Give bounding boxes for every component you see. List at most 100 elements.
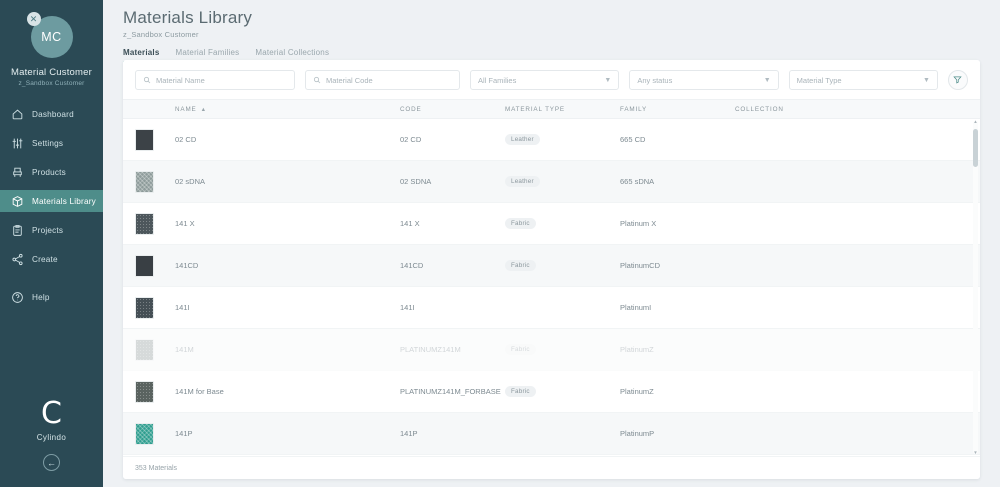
cylindo-logo-icon: C <box>41 396 62 431</box>
sidebar-item-settings[interactable]: Settings <box>0 132 103 154</box>
advanced-filter-button[interactable] <box>947 70 968 90</box>
sidebar-item-products[interactable]: Products <box>0 161 103 183</box>
column-name-label: NAME <box>175 105 197 113</box>
family-select[interactable]: All Families ▼ <box>470 70 620 90</box>
tab-material-collections[interactable]: Material Collections <box>255 48 330 57</box>
cell-name: 141M for Base <box>175 387 224 396</box>
cell-family: PlatinumZ <box>620 345 654 354</box>
sliders-icon <box>10 136 24 150</box>
sidebar-profile: MC ✕ Material Customer z_Sandbox Custome… <box>0 0 103 87</box>
search-icon <box>313 76 321 84</box>
sidebar-nav: Dashboard Settings Products Materials Li… <box>0 103 103 308</box>
table-scrollbar[interactable]: ▲ ▼ <box>973 119 978 455</box>
sidebar-item-help[interactable]: Help <box>0 286 103 308</box>
help-icon <box>10 290 24 304</box>
material-swatch <box>135 422 154 445</box>
search-icon <box>143 76 151 84</box>
table-row[interactable]: 141 X 141 X Fabric Platinum X <box>123 203 980 245</box>
cell-code: 141P <box>400 429 418 438</box>
cell-code: 02 CD <box>400 135 422 144</box>
table-row[interactable]: 02 CD 02 CD Leather 665 CD <box>123 119 980 161</box>
scroll-down-arrow-icon[interactable]: ▼ <box>973 449 978 455</box>
sidebar-item-projects[interactable]: Projects <box>0 219 103 241</box>
cell-name: 141M <box>175 345 194 354</box>
cell-swatch <box>135 296 175 319</box>
page-subtitle: z_Sandbox Customer <box>123 30 199 39</box>
material-type-badge: Fabric <box>505 386 536 397</box>
table-body: 02 CD 02 CD Leather 665 CD 02 sDNA 02 SDNA Lea… <box>123 119 980 456</box>
clipboard-icon <box>10 223 24 237</box>
cell-code: PLATINUMZ141M <box>400 345 461 354</box>
sidebar-item-label: Materials Library <box>32 196 96 206</box>
table-row[interactable]: 141I 141I PlatinumI <box>123 287 980 329</box>
chevron-down-icon: ▼ <box>604 76 612 84</box>
table-row[interactable]: 141CD 141CD Fabric PlatinumCD <box>123 245 980 287</box>
cell-family: 665 sDNA <box>620 177 655 186</box>
cell-material-type: Fabric <box>505 386 620 397</box>
customer-name: Material Customer <box>10 67 92 78</box>
brand-name: Cylindo <box>36 433 67 442</box>
sidebar-item-materials-library[interactable]: Materials Library <box>0 190 103 212</box>
material-swatch <box>135 170 154 193</box>
cell-code: 141CD <box>400 261 424 270</box>
sidebar-item-label: Dashboard <box>32 109 74 119</box>
status-select[interactable]: Any status ▼ <box>629 70 779 90</box>
material-type-badge: Leather <box>505 176 540 187</box>
cell-family: PlatinumZ <box>620 387 654 396</box>
cell-name: 141P <box>175 429 193 438</box>
sidebar-item-dashboard[interactable]: Dashboard <box>0 103 103 125</box>
cell-swatch <box>135 380 175 403</box>
sidebar-item-create[interactable]: Create <box>0 248 103 270</box>
page-header: Materials Library z_Sandbox Customer <box>123 8 980 39</box>
table-row[interactable]: 02 sDNA 02 SDNA Leather 665 sDNA <box>123 161 980 203</box>
customer-subtitle: z_Sandbox Customer <box>18 80 85 87</box>
chevron-down-icon: ▼ <box>923 76 930 84</box>
main-content: Materials Library z_Sandbox Customer Mat… <box>103 0 1000 487</box>
funnel-icon <box>953 71 963 89</box>
column-family[interactable]: FAMILY <box>620 105 648 113</box>
cell-name: 02 sDNA <box>175 177 206 186</box>
material-type-select-value: Material Type <box>796 75 842 85</box>
search-material-code-placeholder: Material Code <box>326 75 373 85</box>
table-row[interactable]: 141M for Base PLATINUMZ141M_FORBASE Fabric… <box>123 371 980 413</box>
table-row[interactable]: 141M PLATINUMZ141M Fabric PlatinumZ <box>123 329 980 371</box>
search-material-name-placeholder: Material Name <box>156 75 205 85</box>
cell-material-type: Fabric <box>505 344 620 355</box>
scroll-thumb[interactable] <box>973 129 978 167</box>
family-select-value: All Families <box>478 75 517 85</box>
sidebar-footer: C Cylindo ← <box>0 399 103 471</box>
search-material-code-field[interactable]: Material Code <box>305 70 460 90</box>
material-swatch <box>135 128 154 151</box>
nav-spacer <box>0 277 103 286</box>
material-type-badge: Fabric <box>505 218 536 229</box>
material-type-select[interactable]: Material Type ▼ <box>788 70 938 90</box>
cell-name: 141 X <box>175 219 195 228</box>
tab-material-families[interactable]: Material Families <box>175 48 240 57</box>
cell-family: Platinum X <box>620 219 657 228</box>
cell-code: 141 X <box>400 219 420 228</box>
cell-swatch <box>135 170 175 193</box>
chevron-down-icon: ▼ <box>763 76 771 84</box>
cell-material-type: Leather <box>505 176 620 187</box>
cell-name: 141I <box>175 303 190 312</box>
home-icon <box>10 107 24 121</box>
material-swatch <box>135 212 154 235</box>
material-type-badge: Fabric <box>505 344 536 355</box>
search-material-name-field[interactable]: Material Name <box>135 70 295 90</box>
chevron-left-circle-icon[interactable]: ← <box>43 454 60 471</box>
column-material-type[interactable]: MATERIAL TYPE <box>505 105 565 113</box>
column-code[interactable]: CODE <box>400 105 422 113</box>
table-row[interactable]: 141P 141P PlatinumP <box>123 413 980 455</box>
table-footer: 353 Materials <box>123 456 980 479</box>
status-select-value: Any status <box>637 75 673 85</box>
column-collection[interactable]: COLLECTION <box>735 105 784 113</box>
scroll-up-arrow-icon[interactable]: ▲ <box>973 119 978 124</box>
material-swatch <box>135 338 154 361</box>
material-swatch <box>135 296 154 319</box>
materials-count: 353 Materials <box>135 464 178 472</box>
cell-code: 141I <box>400 303 415 312</box>
filter-bar: Material Name Material Code All Families… <box>123 60 980 99</box>
cell-material-type: Fabric <box>505 260 620 271</box>
column-name[interactable]: NAME ▲ <box>175 106 400 113</box>
close-icon[interactable]: ✕ <box>26 12 41 26</box>
